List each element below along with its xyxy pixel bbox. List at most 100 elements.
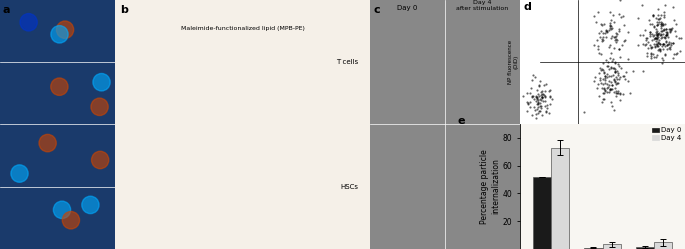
Point <box>671 34 682 38</box>
Point <box>667 26 677 30</box>
Point <box>532 111 543 115</box>
Point <box>597 77 608 81</box>
Point <box>605 26 616 30</box>
Point <box>606 51 616 55</box>
Ellipse shape <box>93 73 110 91</box>
Point <box>669 29 680 33</box>
Point <box>532 88 543 92</box>
Point <box>539 89 550 93</box>
Point <box>615 55 626 59</box>
Point <box>663 40 674 44</box>
Point <box>610 80 621 84</box>
Point <box>601 30 612 34</box>
Point <box>610 67 621 71</box>
Point <box>651 39 662 43</box>
Point <box>641 36 652 40</box>
Point <box>607 57 618 61</box>
Point <box>659 27 670 31</box>
Point <box>543 89 554 93</box>
Point <box>623 79 634 83</box>
Point <box>530 94 541 98</box>
Point <box>621 70 632 74</box>
Point <box>656 23 667 27</box>
Point <box>650 36 661 40</box>
Point <box>653 40 664 44</box>
Point <box>541 103 552 107</box>
Point <box>536 98 547 102</box>
Point <box>653 17 664 21</box>
Point <box>650 27 661 31</box>
Point <box>647 22 658 26</box>
Point <box>645 30 656 34</box>
Point <box>523 102 534 106</box>
Text: e: e <box>458 117 465 126</box>
Point <box>592 9 603 13</box>
Point <box>588 43 599 47</box>
Point <box>597 91 608 95</box>
Point <box>662 42 673 46</box>
Point <box>657 35 668 39</box>
Point <box>604 21 615 25</box>
Point <box>660 39 671 43</box>
Point <box>617 74 628 78</box>
Point <box>609 69 620 73</box>
Point <box>651 29 662 33</box>
Point <box>607 83 618 87</box>
Point <box>608 20 619 24</box>
Point <box>603 64 614 68</box>
Point <box>521 91 532 95</box>
Point <box>538 99 549 103</box>
Ellipse shape <box>62 211 79 229</box>
Point <box>612 91 623 95</box>
Point <box>613 27 624 31</box>
Point <box>667 56 678 60</box>
Point <box>608 73 619 77</box>
Point <box>535 109 546 113</box>
Point <box>664 47 675 51</box>
Point <box>648 13 659 17</box>
Point <box>597 37 608 41</box>
Point <box>615 98 626 102</box>
Point <box>676 36 685 40</box>
Point <box>657 44 668 48</box>
Point <box>597 31 608 35</box>
Point <box>610 79 621 83</box>
Point <box>660 33 671 37</box>
Point <box>614 64 625 68</box>
Point <box>606 87 617 91</box>
Point <box>535 101 546 105</box>
Point <box>616 66 627 70</box>
Point <box>593 44 603 48</box>
Point <box>670 22 681 26</box>
Point <box>610 31 621 35</box>
Point <box>651 20 662 24</box>
Point <box>588 14 599 18</box>
Ellipse shape <box>56 21 74 38</box>
Point <box>609 46 620 50</box>
Point <box>664 27 675 31</box>
Point <box>647 38 658 42</box>
Point <box>652 35 663 39</box>
Point <box>601 29 612 33</box>
Point <box>597 35 608 39</box>
Point <box>533 102 544 106</box>
Point <box>603 90 614 94</box>
Point <box>545 88 556 92</box>
Point <box>608 78 619 82</box>
Point <box>544 111 555 115</box>
Point <box>645 46 656 50</box>
Point <box>653 41 664 45</box>
Point <box>660 40 671 44</box>
Point <box>532 100 543 104</box>
Point <box>579 110 590 114</box>
Text: Unconj. 0 mole%  50 mole%: Unconj. 0 mole% 50 mole% <box>564 139 641 144</box>
Point <box>653 7 664 11</box>
Point <box>525 100 536 104</box>
Point <box>670 52 681 56</box>
Point <box>660 36 671 40</box>
Point <box>532 97 543 101</box>
Point <box>606 87 617 91</box>
Point <box>638 33 649 37</box>
Point <box>614 75 625 79</box>
Point <box>536 95 547 99</box>
